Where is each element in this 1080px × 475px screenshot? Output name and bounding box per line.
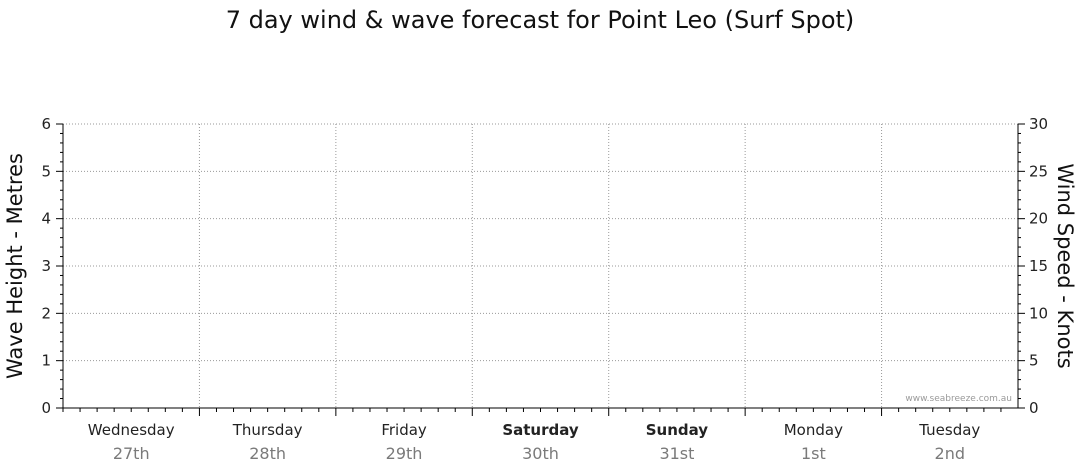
y-left-tick-label: 0 — [41, 399, 51, 417]
y-axis-right-label: Wind Speed - Knots — [1053, 163, 1077, 368]
x-day-date-label: 29th — [386, 444, 423, 463]
y-left-tick-label: 2 — [41, 304, 51, 322]
y-left-tick-label: 3 — [41, 257, 51, 275]
y-right-tick-label: 10 — [1029, 304, 1048, 322]
x-day-name-label: Friday — [381, 421, 427, 439]
x-day-date-label: 2nd — [935, 444, 965, 463]
y-axis-left-label: Wave Height - Metres — [3, 153, 27, 379]
x-day-name-label: Sunday — [646, 421, 709, 439]
x-day-name-label: Saturday — [502, 421, 579, 439]
x-day-name-label: Thursday — [232, 421, 303, 439]
y-left-tick-label: 6 — [41, 115, 51, 133]
x-day-date-label: 30th — [522, 444, 559, 463]
x-day-date-label: 1st — [801, 444, 826, 463]
watermark: www.seabreeze.com.au — [905, 394, 1012, 404]
y-right-tick-label: 25 — [1029, 162, 1048, 180]
x-day-date-label: 28th — [249, 444, 286, 463]
y-left-tick-label: 5 — [41, 162, 51, 180]
grid-layer — [63, 124, 1018, 408]
axis-layer — [56, 124, 1025, 416]
y-right-tick-label: 5 — [1029, 352, 1039, 370]
y-left-tick-label: 4 — [41, 210, 51, 228]
x-day-name-label: Tuesday — [918, 421, 980, 439]
y-right-tick-label: 20 — [1029, 210, 1048, 228]
x-day-date-label: 27th — [113, 444, 150, 463]
y-right-tick-label: 15 — [1029, 257, 1048, 275]
x-day-name-label: Monday — [784, 421, 843, 439]
label-layer: 0 1 2 3 4 5 6 0 5 10 15 20 25 30 Wednesday 27th Thursday… — [41, 115, 1048, 463]
x-day-date-label: 31st — [659, 444, 694, 463]
y-right-tick-label: 0 — [1029, 399, 1039, 417]
y-left-tick-label: 1 — [41, 352, 51, 370]
x-day-name-label: Wednesday — [88, 421, 175, 439]
y-right-tick-label: 30 — [1029, 115, 1048, 133]
